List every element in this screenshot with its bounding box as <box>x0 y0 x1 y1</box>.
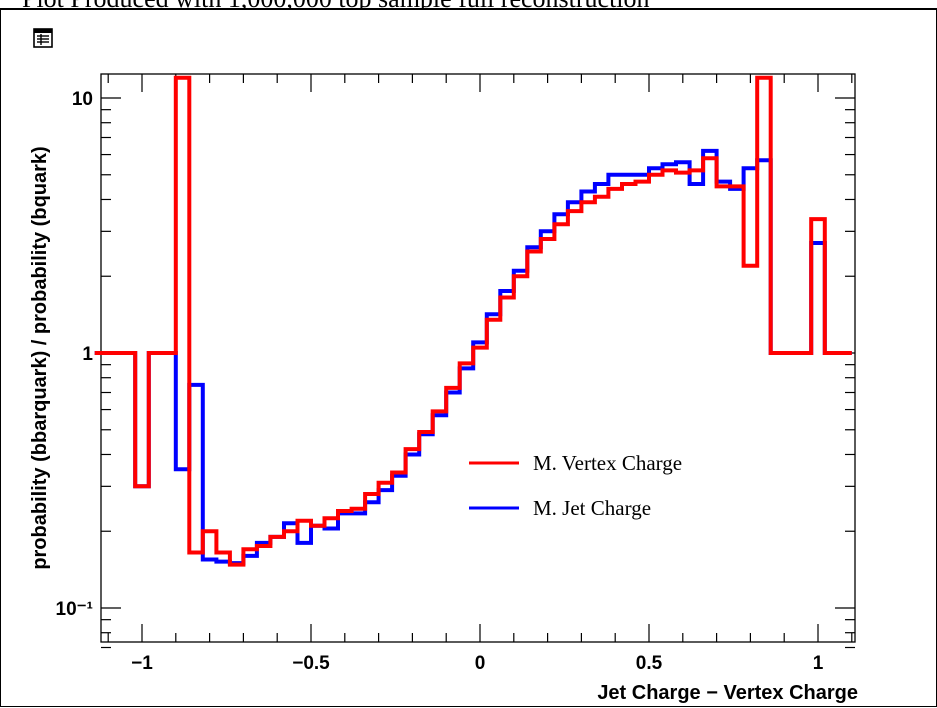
x-axis-label: Jet Charge − Vertex Charge <box>597 682 858 704</box>
x-tick-label: −0.5 <box>292 653 330 674</box>
page-title: Plot Produced with 1,000,000 top sample … <box>22 0 650 8</box>
x-tick-label: −1 <box>131 653 153 674</box>
y-tick-label: 1 <box>82 344 93 365</box>
x-tick-label: 0.5 <box>636 653 663 674</box>
title-divider <box>0 8 937 10</box>
y-tick-label: 10 <box>72 89 93 110</box>
y-tick-label: 10⁻¹ <box>56 599 94 620</box>
x-tick-label: 0 <box>475 653 486 674</box>
editor-icon[interactable] <box>33 28 53 48</box>
y-axis-label: probability (bbarquark) / probability (b… <box>29 146 51 569</box>
vertex-charge-series-line <box>94 75 852 567</box>
plot-frame <box>100 73 856 643</box>
x-tick-label: 1 <box>813 653 824 674</box>
legend-label: M. Jet Charge <box>533 496 651 520</box>
title-strip: Plot Produced with 1,000,000 top sample … <box>0 0 937 8</box>
legend-label: M. Vertex Charge <box>533 451 682 475</box>
